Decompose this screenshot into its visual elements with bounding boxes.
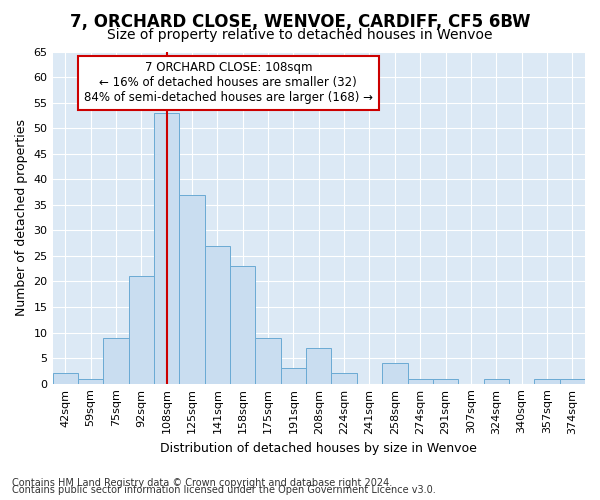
Bar <box>560 378 585 384</box>
Bar <box>103 338 128 384</box>
Bar <box>154 113 179 384</box>
Bar <box>306 348 331 384</box>
Bar <box>382 363 407 384</box>
Bar <box>53 374 78 384</box>
Bar <box>256 338 281 384</box>
X-axis label: Distribution of detached houses by size in Wenvoe: Distribution of detached houses by size … <box>160 442 477 455</box>
Bar <box>534 378 560 384</box>
Bar <box>205 246 230 384</box>
Text: Size of property relative to detached houses in Wenvoe: Size of property relative to detached ho… <box>107 28 493 42</box>
Bar <box>281 368 306 384</box>
Text: Contains HM Land Registry data © Crown copyright and database right 2024.: Contains HM Land Registry data © Crown c… <box>12 478 392 488</box>
Bar <box>179 194 205 384</box>
Bar <box>433 378 458 384</box>
Text: 7 ORCHARD CLOSE: 108sqm
← 16% of detached houses are smaller (32)
84% of semi-de: 7 ORCHARD CLOSE: 108sqm ← 16% of detache… <box>84 62 373 104</box>
Text: Contains public sector information licensed under the Open Government Licence v3: Contains public sector information licen… <box>12 485 436 495</box>
Bar <box>407 378 433 384</box>
Bar <box>331 374 357 384</box>
Bar <box>78 378 103 384</box>
Text: 7, ORCHARD CLOSE, WENVOE, CARDIFF, CF5 6BW: 7, ORCHARD CLOSE, WENVOE, CARDIFF, CF5 6… <box>70 12 530 30</box>
Y-axis label: Number of detached properties: Number of detached properties <box>15 119 28 316</box>
Bar <box>484 378 509 384</box>
Bar <box>230 266 256 384</box>
Bar <box>128 276 154 384</box>
